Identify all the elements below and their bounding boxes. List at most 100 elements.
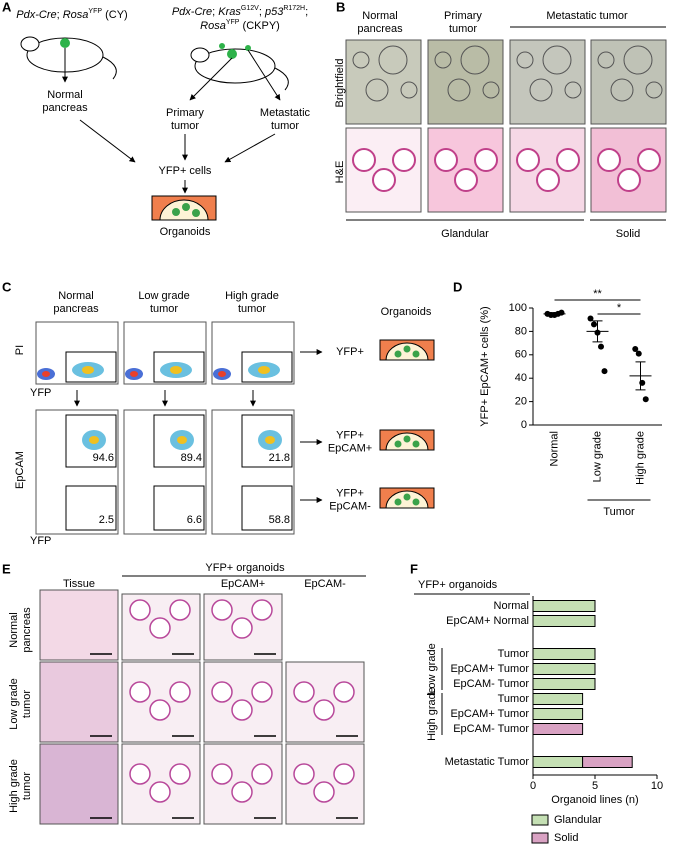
group-label: High grade (426, 687, 438, 741)
category-label: Metastatic Tumor (445, 756, 530, 768)
column-header: Metastatic tumor (546, 10, 628, 22)
organoid (400, 81, 418, 99)
gland (169, 681, 191, 703)
y-tick-label: 20 (515, 396, 527, 408)
gland (313, 699, 335, 721)
row-label: Brightfield (334, 59, 346, 108)
micrographs (345, 39, 667, 213)
bar-segment (532, 648, 596, 660)
category-label: Tumor (498, 648, 530, 660)
ckpy-label: Pdx-Cre; KrasG12V; p53R172H; (172, 5, 308, 18)
column-header: tumor (449, 23, 477, 35)
gland (149, 699, 171, 721)
gate (65, 485, 117, 531)
label: pancreas (42, 102, 88, 114)
gland (516, 148, 540, 172)
gate-percent: 89.4 (181, 452, 202, 464)
gland (231, 781, 253, 803)
gland (333, 681, 355, 703)
bar-segment (582, 756, 633, 768)
bar-segment (532, 678, 596, 690)
gate-percent: 2.5 (99, 514, 114, 526)
micrograph (39, 661, 119, 743)
gland (392, 148, 416, 172)
label: Primary (166, 107, 204, 119)
density (177, 436, 187, 444)
panel-letter: F (410, 561, 418, 576)
organoid (460, 45, 490, 75)
row-label: tumor (21, 690, 33, 718)
organoid (412, 498, 420, 506)
category-label: Tumor (498, 693, 530, 705)
gland (617, 168, 641, 192)
data-point (591, 321, 597, 328)
gland (251, 763, 273, 785)
axis-label: YFP (30, 387, 51, 399)
gland (251, 681, 273, 703)
arrows (79, 119, 276, 194)
data-point (601, 368, 608, 375)
organoid (378, 45, 408, 75)
row-label: pancreas (21, 607, 33, 653)
column-header: EpCAM- (304, 578, 346, 590)
y-axis-title: YFP+ EpCAM+ cells (%) (479, 306, 491, 426)
bar-segment (532, 615, 596, 627)
gland (169, 763, 191, 785)
gland (313, 781, 335, 803)
row-label: Low grade (8, 678, 20, 729)
gland (211, 763, 233, 785)
organoid-dish (151, 195, 217, 221)
gland (556, 148, 580, 172)
gland (231, 617, 253, 639)
axis-label: YFP (30, 535, 51, 547)
row-label: High grade (8, 759, 20, 813)
y-tick-label: 0 (521, 419, 527, 431)
column-header: pancreas (53, 303, 99, 315)
bar-segment (532, 663, 596, 675)
density (130, 371, 138, 377)
data-point (632, 345, 639, 352)
ckpy-label: RosaYFP (CKPY) (200, 19, 280, 32)
gland (129, 599, 151, 621)
error-bar (592, 320, 603, 343)
gland (231, 699, 253, 721)
bar-segment (532, 600, 596, 612)
flow-plot (211, 409, 295, 535)
mouse-cy (20, 36, 117, 83)
category-label: EpCAM- Tumor (453, 678, 529, 690)
data-point (635, 350, 642, 357)
organoid (516, 51, 534, 69)
row-label: Normal (8, 612, 20, 647)
bar-segment (532, 693, 584, 705)
group-label: Tumor (603, 506, 635, 518)
panel-letter: A (2, 0, 12, 14)
error-bar (635, 361, 646, 391)
gland (293, 763, 315, 785)
density (258, 366, 270, 374)
density (42, 371, 50, 377)
category-label: EpCAM+ Tumor (450, 663, 529, 675)
category-label: EpCAM+ Normal (446, 615, 529, 627)
gland (129, 763, 151, 785)
column-header: Primary (444, 10, 482, 22)
panel-letter: D (453, 279, 462, 294)
organoid (412, 350, 420, 358)
x-tick-label: 0 (530, 780, 536, 792)
density (170, 366, 182, 374)
organoid (597, 51, 615, 69)
data-point (598, 343, 604, 350)
legend-swatch (531, 832, 549, 844)
organoid (403, 345, 411, 353)
label: Normal (47, 89, 82, 101)
organoid (394, 440, 402, 448)
x-tick-label: 10 (651, 780, 663, 792)
mouse-ckpy (189, 43, 289, 101)
organoid (365, 78, 389, 102)
output-label: EpCAM- (329, 500, 371, 512)
data-point (587, 315, 594, 322)
error-bar (549, 312, 560, 316)
row-label: H&E (334, 161, 346, 184)
density (89, 436, 99, 444)
panel-letter: B (336, 0, 345, 14)
